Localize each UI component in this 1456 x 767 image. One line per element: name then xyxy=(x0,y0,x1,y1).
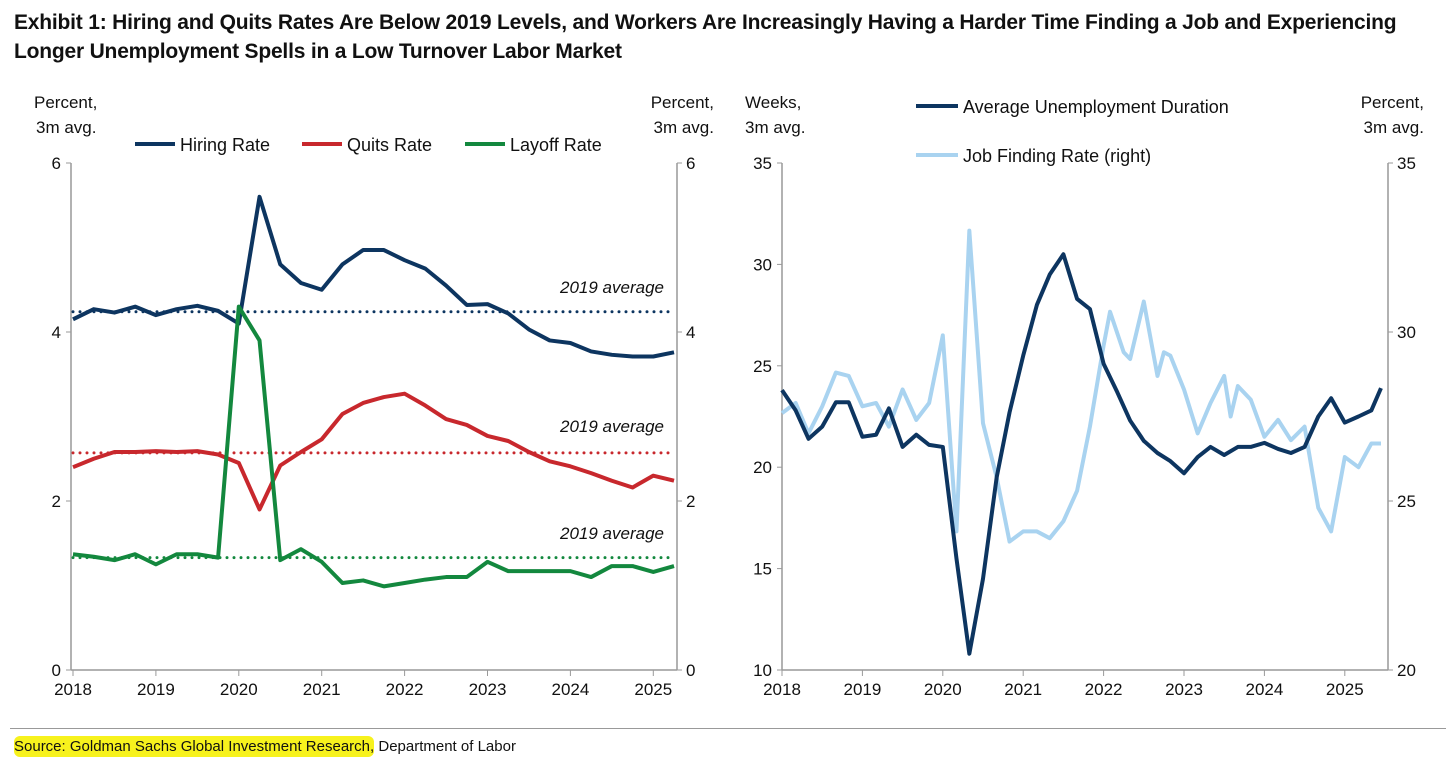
left-chart-y-right-tick-label: 0 xyxy=(686,661,695,680)
series-line-layoff-rate xyxy=(72,304,675,589)
series-line-average-unemployment-duration xyxy=(780,252,1383,656)
series-line-hiring-rate xyxy=(72,194,675,359)
right-chart-x-tick-label: 2018 xyxy=(763,680,801,699)
right-chart-y-right-label: Percent, xyxy=(1361,93,1424,112)
left-chart-x-tick-label: 2022 xyxy=(386,680,424,699)
right-chart-y-right-tick-label: 20 xyxy=(1397,661,1416,680)
left-chart-y-tick-label: 2 xyxy=(52,492,61,511)
right-chart-y-tick-label: 25 xyxy=(753,357,772,376)
right-chart-x-tick-label: 2024 xyxy=(1245,680,1283,699)
left-chart-y-right-tick-label: 6 xyxy=(686,154,695,173)
right-chart-y-tick-label: 10 xyxy=(753,661,772,680)
source-note: Source: Goldman Sachs Global Investment … xyxy=(14,736,516,757)
source-highlight: Source: Goldman Sachs Global Investment … xyxy=(14,736,375,757)
right-chart-y-tick-label: 15 xyxy=(753,560,772,579)
avg-label-0: 2019 average xyxy=(559,278,664,297)
legend-label-1: Quits Rate xyxy=(347,135,432,155)
left-chart-x-tick-label: 2025 xyxy=(634,680,672,699)
right-chart-y-tick-label: 35 xyxy=(753,154,772,173)
right-chart-x-tick-label: 2022 xyxy=(1085,680,1123,699)
left-chart-y-right-tick-label: 2 xyxy=(686,492,695,511)
right-chart-x-tick-label: 2019 xyxy=(843,680,881,699)
right-chart-x-tick-label: 2021 xyxy=(1004,680,1042,699)
right-chart-y-label: Weeks, xyxy=(745,93,801,112)
right-chart-y-right-tick-label: 25 xyxy=(1397,492,1416,511)
left-chart-x-tick-label: 2020 xyxy=(220,680,258,699)
legend-label-right-1: Job Finding Rate (right) xyxy=(963,146,1151,166)
left-chart-x-tick-label: 2019 xyxy=(137,680,175,699)
legend-label-0: Hiring Rate xyxy=(180,135,270,155)
right-chart-x-tick-label: 2023 xyxy=(1165,680,1203,699)
left-chart-x-tick-label: 2021 xyxy=(303,680,341,699)
right-chart-x-tick-label: 2020 xyxy=(924,680,962,699)
left-chart-x-tick-label: 2023 xyxy=(469,680,507,699)
right-chart-y-right-tick-label: 35 xyxy=(1397,154,1416,173)
avg-label-2: 2019 average xyxy=(559,524,664,543)
legend-label-2: Layoff Rate xyxy=(510,135,602,155)
series-line-quits-rate xyxy=(72,391,675,512)
source-rest: Department of Labor xyxy=(374,738,516,755)
left-chart-y-label: Percent, xyxy=(34,93,97,112)
left-chart-y-tick-label: 0 xyxy=(52,661,61,680)
divider xyxy=(10,728,1446,729)
left-chart-x-tick-label: 2024 xyxy=(551,680,589,699)
chart-title: Exhibit 1: Hiring and Quits Rates Are Be… xyxy=(14,11,1397,63)
right-chart-y-label: 3m avg. xyxy=(745,118,805,137)
left-chart-y-label: 3m avg. xyxy=(36,118,96,137)
left-chart-y-right-label: 3m avg. xyxy=(654,118,714,137)
avg-label-1: 2019 average xyxy=(559,417,664,436)
left-chart-y-right-tick-label: 4 xyxy=(686,323,695,342)
right-chart-y-right-tick-label: 30 xyxy=(1397,323,1416,342)
left-chart-x-tick-label: 2018 xyxy=(54,680,92,699)
left-chart-y-right-label: Percent, xyxy=(651,93,714,112)
legend-label-right-0: Average Unemployment Duration xyxy=(963,97,1229,117)
right-chart-x-tick-label: 2025 xyxy=(1326,680,1364,699)
left-chart-y-tick-label: 4 xyxy=(52,323,61,342)
left-chart-y-tick-label: 6 xyxy=(52,154,61,173)
right-chart-y-tick-label: 20 xyxy=(753,458,772,477)
series-line-job-finding-rate-right- xyxy=(780,228,1381,544)
right-chart-y-right-label: 3m avg. xyxy=(1364,118,1424,137)
right-chart-y-tick-label: 30 xyxy=(753,255,772,274)
